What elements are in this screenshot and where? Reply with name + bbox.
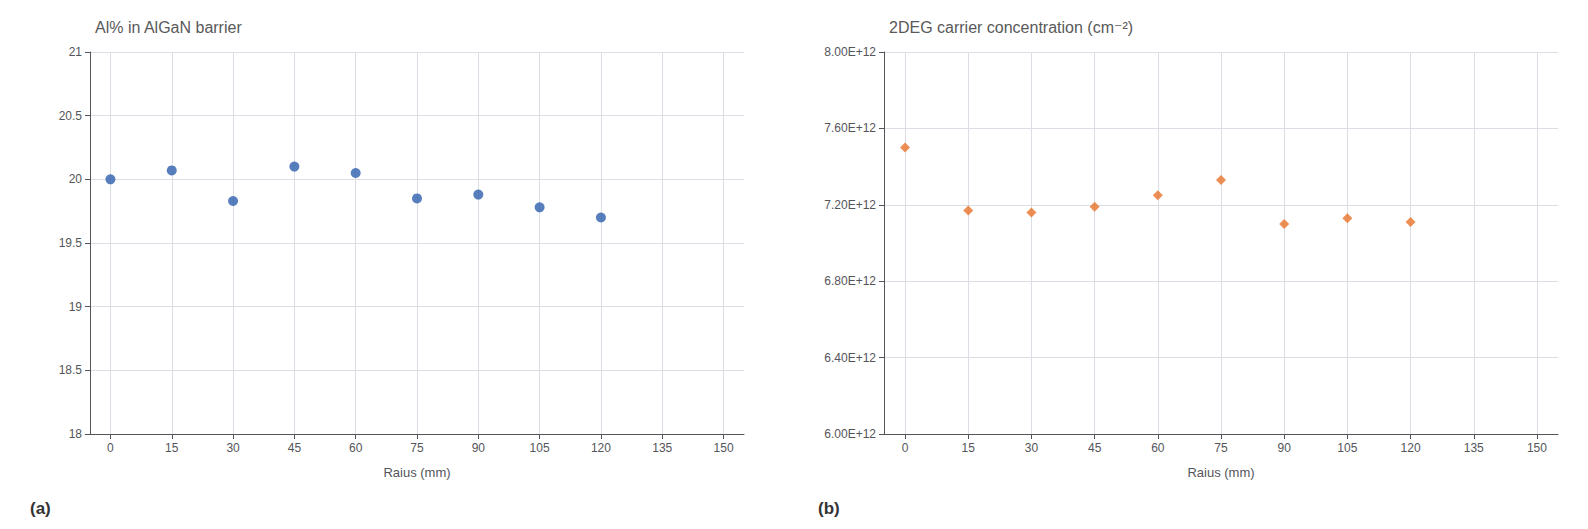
svg-text:90: 90 [472, 441, 486, 455]
svg-text:90: 90 [1278, 441, 1292, 455]
svg-text:7.60E+12: 7.60E+12 [824, 121, 876, 135]
svg-text:150: 150 [1527, 441, 1547, 455]
svg-text:15: 15 [165, 441, 179, 455]
svg-text:8.00E+12: 8.00E+12 [824, 45, 876, 59]
svg-text:105: 105 [530, 441, 550, 455]
svg-text:18.5: 18.5 [59, 363, 83, 377]
svg-text:120: 120 [1401, 441, 1421, 455]
svg-text:20.5: 20.5 [59, 109, 83, 123]
svg-text:75: 75 [410, 441, 424, 455]
svg-text:Raius (mm): Raius (mm) [383, 465, 450, 480]
svg-text:60: 60 [1151, 441, 1165, 455]
svg-text:75: 75 [1214, 441, 1228, 455]
svg-text:2DEG carrier concentration (cm: 2DEG carrier concentration (cm⁻²) [889, 19, 1133, 36]
svg-text:20: 20 [69, 172, 83, 186]
svg-text:105: 105 [1337, 441, 1357, 455]
svg-text:6.80E+12: 6.80E+12 [824, 274, 876, 288]
svg-text:15: 15 [962, 441, 976, 455]
svg-text:18: 18 [69, 427, 83, 441]
svg-text:120: 120 [591, 441, 611, 455]
svg-text:150: 150 [714, 441, 734, 455]
svg-text:30: 30 [226, 441, 240, 455]
svg-text:30: 30 [1025, 441, 1039, 455]
svg-text:7.20E+12: 7.20E+12 [824, 198, 876, 212]
svg-text:19: 19 [69, 300, 83, 314]
svg-text:60: 60 [349, 441, 363, 455]
svg-text:(a): (a) [30, 499, 51, 518]
svg-text:21: 21 [69, 45, 83, 59]
svg-text:45: 45 [288, 441, 302, 455]
svg-text:19.5: 19.5 [59, 236, 83, 250]
svg-text:(b): (b) [818, 499, 840, 518]
svg-text:135: 135 [652, 441, 672, 455]
svg-text:0: 0 [107, 441, 114, 455]
svg-text:45: 45 [1088, 441, 1102, 455]
svg-text:135: 135 [1464, 441, 1484, 455]
svg-text:0: 0 [902, 441, 909, 455]
svg-text:Raius (mm): Raius (mm) [1187, 465, 1254, 480]
svg-text:Al% in AlGaN barrier: Al% in AlGaN barrier [95, 19, 242, 36]
svg-text:6.00E+12: 6.00E+12 [824, 427, 876, 441]
svg-text:6.40E+12: 6.40E+12 [824, 351, 876, 365]
